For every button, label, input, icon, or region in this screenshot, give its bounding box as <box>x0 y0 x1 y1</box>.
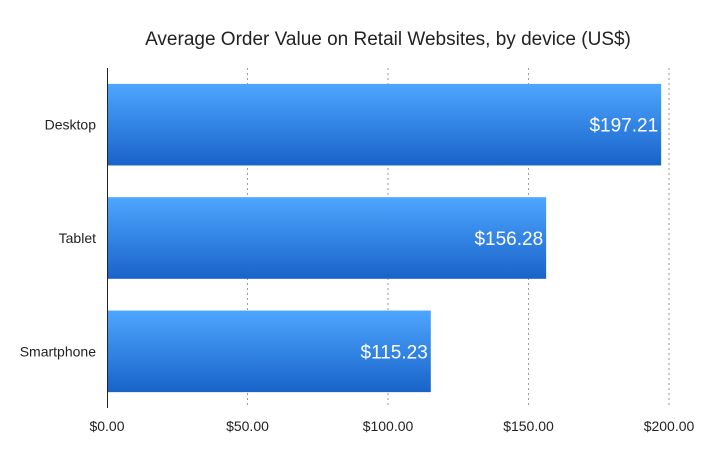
x-tick-label: $200.00 <box>644 418 695 434</box>
category-label-layer: Desktop Tablet Smartphone <box>20 117 96 360</box>
x-tick-label: $150.00 <box>503 418 554 434</box>
bar-smartphone <box>108 310 431 393</box>
x-tick-label: $100.00 <box>363 418 414 434</box>
category-label: Smartphone <box>20 343 96 359</box>
bar-value-label: $115.23 <box>361 342 428 363</box>
bar-value-label: $156.28 <box>474 229 543 250</box>
category-label: Tablet <box>59 230 96 246</box>
bar-tablet <box>108 197 547 279</box>
x-tick-label: $50.00 <box>226 418 269 434</box>
bar-layer: $197.21 $156.28 $115.23 <box>108 83 662 393</box>
bar-desktop <box>108 83 662 166</box>
x-tick-label: $0.00 <box>89 418 124 434</box>
bar-value-label: $197.21 <box>589 116 658 137</box>
category-label: Desktop <box>45 117 97 133</box>
tick-label-layer: $0.00 $50.00 $100.00 $150.00 $200.00 <box>89 418 694 434</box>
chart-title: Average Order Value on Retail Websites, … <box>145 29 631 50</box>
